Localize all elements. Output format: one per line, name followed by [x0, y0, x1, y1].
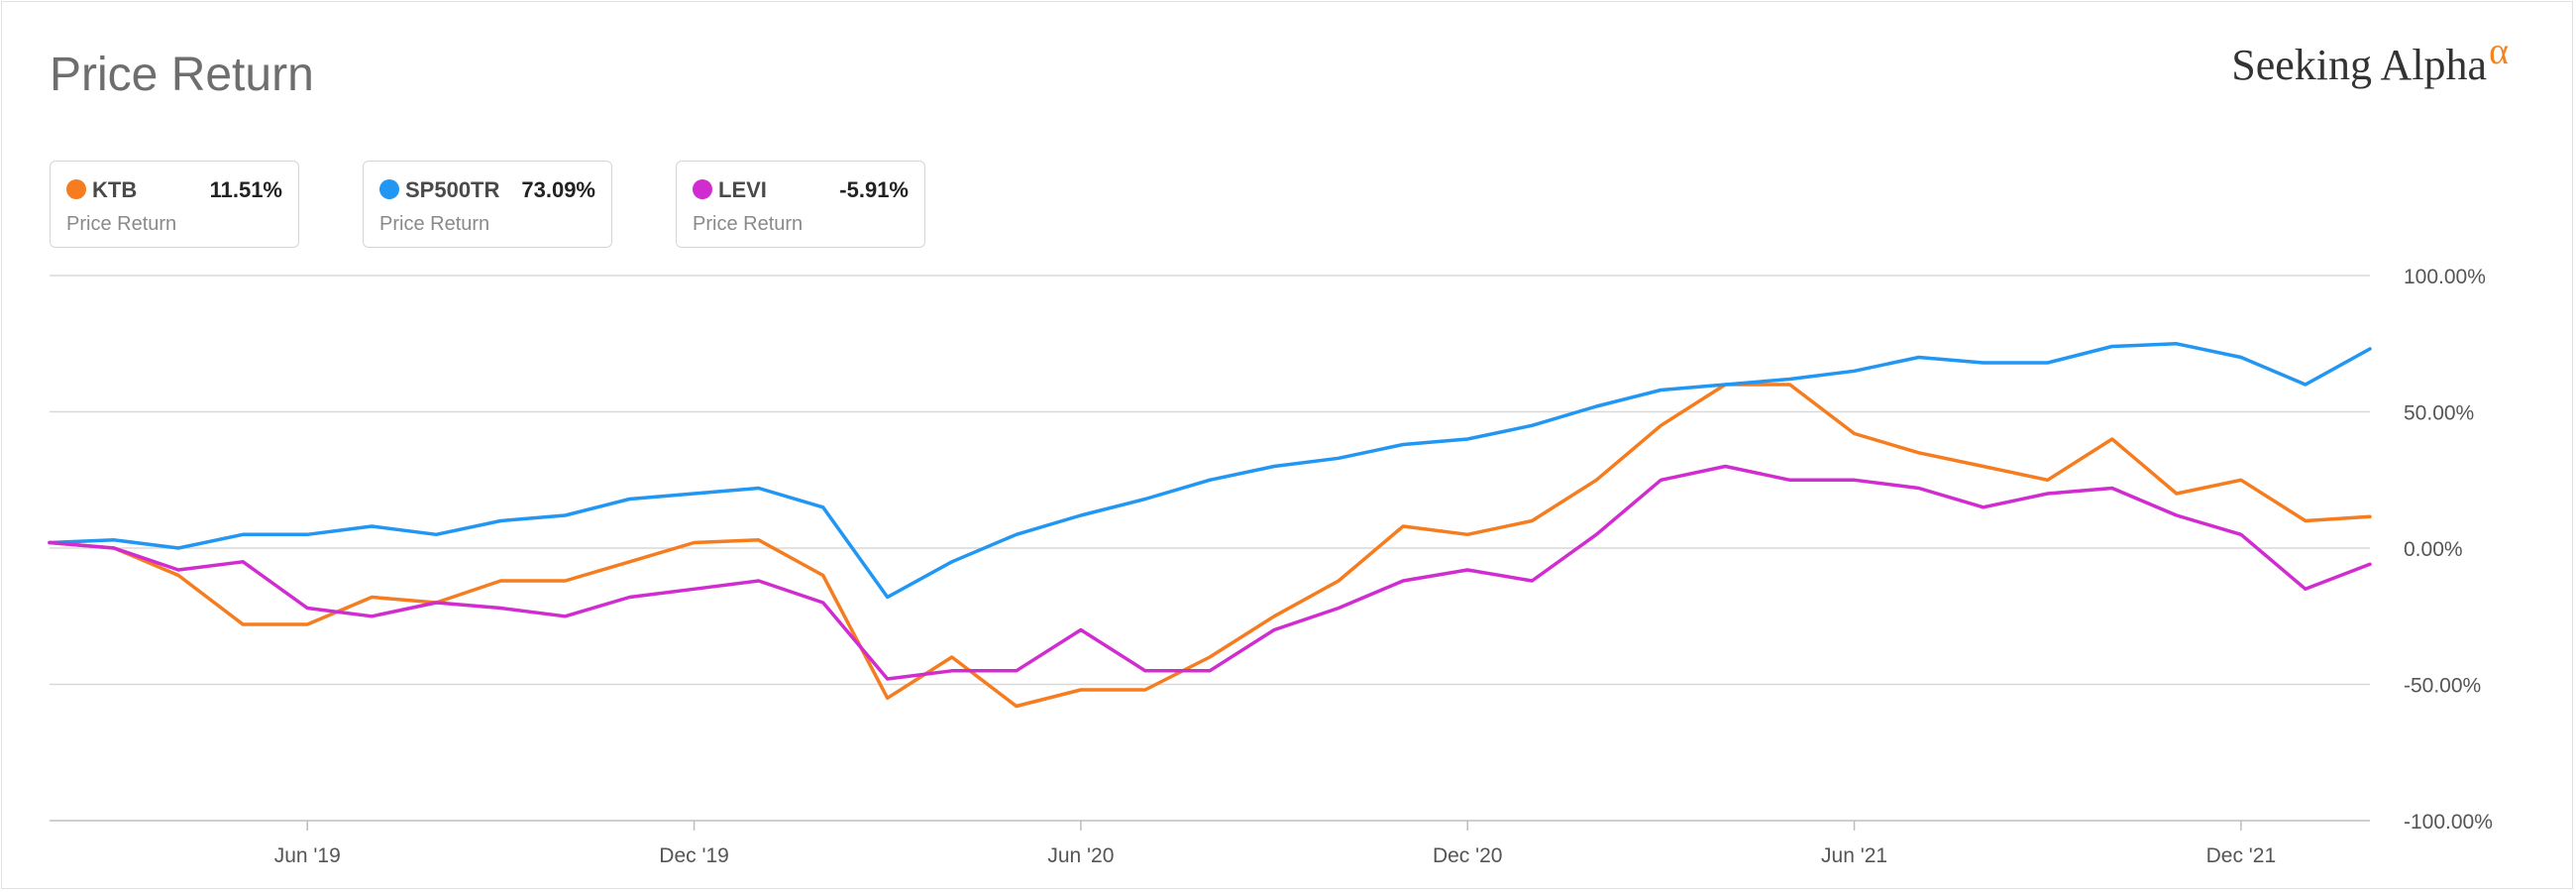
legend-card-ktb[interactable]: KTB 11.51% Price Return: [50, 161, 299, 248]
y-tick-label: -100.00%: [2404, 811, 2493, 834]
x-tick-label: Dec '21: [2206, 844, 2277, 867]
legend-symbol: KTB: [92, 177, 138, 202]
series-dot-icon: [379, 179, 399, 199]
legend-symbol: SP500TR: [405, 177, 500, 202]
y-tick-label: 100.00%: [2404, 266, 2486, 288]
brand-logo: Seeking Alphaα: [2231, 31, 2509, 90]
legend-label: Price Return: [379, 213, 490, 235]
series-dot-icon: [693, 179, 712, 199]
series-line-ktb: [48, 383, 2372, 709]
legend-label: Price Return: [66, 213, 177, 235]
series-dot-icon: [66, 179, 86, 199]
series-line-levi: [48, 464, 2372, 681]
alpha-icon: α: [2489, 31, 2509, 72]
page-title: Price Return: [50, 49, 314, 101]
x-tick-label: Jun '20: [1047, 844, 1114, 867]
y-tick-label: 0.00%: [2404, 538, 2463, 561]
x-tick-label: Dec '20: [1433, 844, 1503, 867]
x-tick-label: Jun '19: [274, 844, 341, 867]
y-tick-label: 50.00%: [2404, 402, 2474, 425]
legend-label: Price Return: [693, 213, 804, 235]
legend-value: 73.09%: [521, 177, 595, 202]
series-line-sp500tr: [48, 342, 2372, 600]
legend-card-sp500tr[interactable]: SP500TR 73.09% Price Return: [363, 161, 612, 248]
legend-symbol: LEVI: [718, 177, 767, 202]
x-tick-label: Jun '21: [1821, 844, 1887, 867]
legend-value: 11.51%: [209, 177, 282, 202]
x-tick-label: Dec '19: [659, 844, 729, 867]
y-tick-label: -50.00%: [2404, 675, 2481, 698]
legend-card-levi[interactable]: LEVI -5.91% Price Return: [676, 161, 925, 248]
legend-value: -5.91%: [839, 177, 909, 202]
brand-name: Seeking Alpha: [2231, 41, 2488, 89]
